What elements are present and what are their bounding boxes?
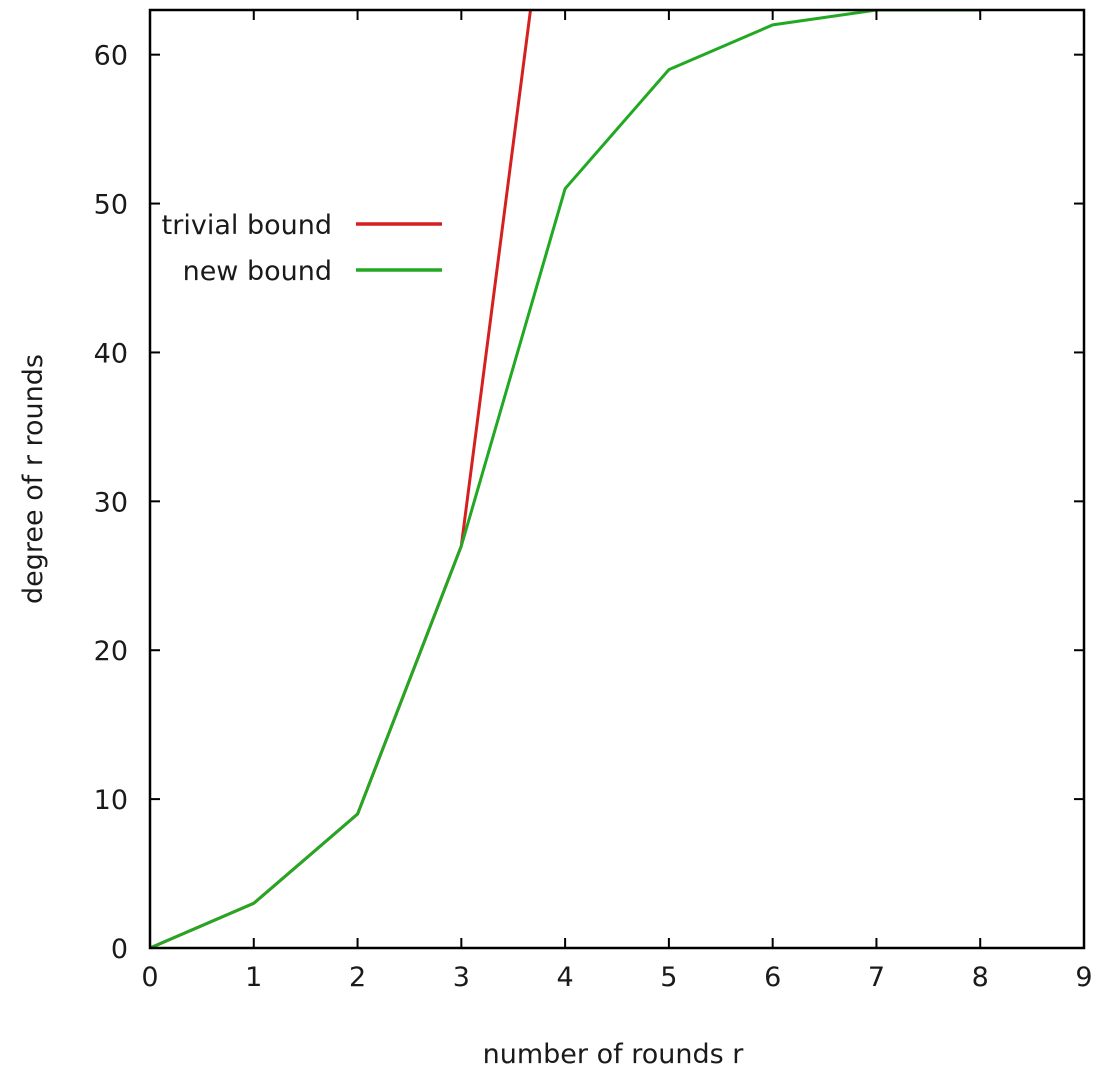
x-tick-label: 3	[453, 962, 470, 993]
x-tick-label: 4	[557, 962, 574, 993]
series-line-trivial-bound	[150, 10, 533, 948]
x-tick-label: 2	[349, 962, 366, 993]
x-axis-title: number of rounds r	[483, 1039, 745, 1070]
ticks-layer: 0 1 2 3 4 5 6 7 8 9 0 10 20 30 40 50 60	[94, 10, 1093, 993]
y-axis-title: degree of r rounds	[18, 354, 49, 604]
x-tick-label: 6	[764, 962, 781, 993]
y-tick-label: 50	[94, 190, 128, 221]
x-tick-label: 0	[141, 962, 158, 993]
y-tick-label: 20	[94, 636, 128, 667]
legend-label-new-bound: new bound	[183, 256, 332, 287]
x-tick-label: 5	[660, 962, 677, 993]
legend-label-trivial-bound: trivial bound	[162, 210, 332, 241]
y-tick-label: 10	[94, 785, 128, 816]
plot-frame	[148, 8, 1086, 950]
y-tick-label: 0	[111, 934, 128, 965]
x-tick-label: 7	[868, 962, 885, 993]
x-tick-label: 9	[1075, 962, 1092, 993]
x-tick-label: 1	[245, 962, 262, 993]
x-tick-label: 8	[972, 962, 989, 993]
series-layer	[150, 10, 982, 948]
legend: trivial bound new bound	[162, 210, 442, 287]
series-line-new-bound	[150, 10, 982, 948]
y-tick-label: 40	[94, 338, 128, 369]
y-tick-label: 60	[94, 41, 128, 72]
y-tick-label: 30	[94, 487, 128, 518]
